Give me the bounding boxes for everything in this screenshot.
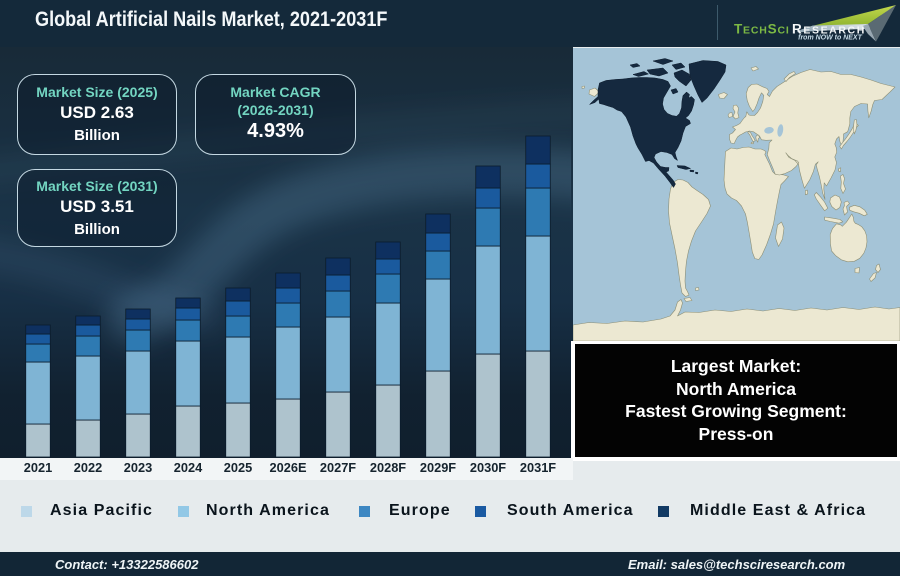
svg-text:RESEARCH: RESEARCH [792, 22, 866, 37]
svg-text:from NOW to NEXT: from NOW to NEXT [798, 34, 862, 41]
svg-text:TECHSCI: TECHSCI [734, 22, 790, 37]
